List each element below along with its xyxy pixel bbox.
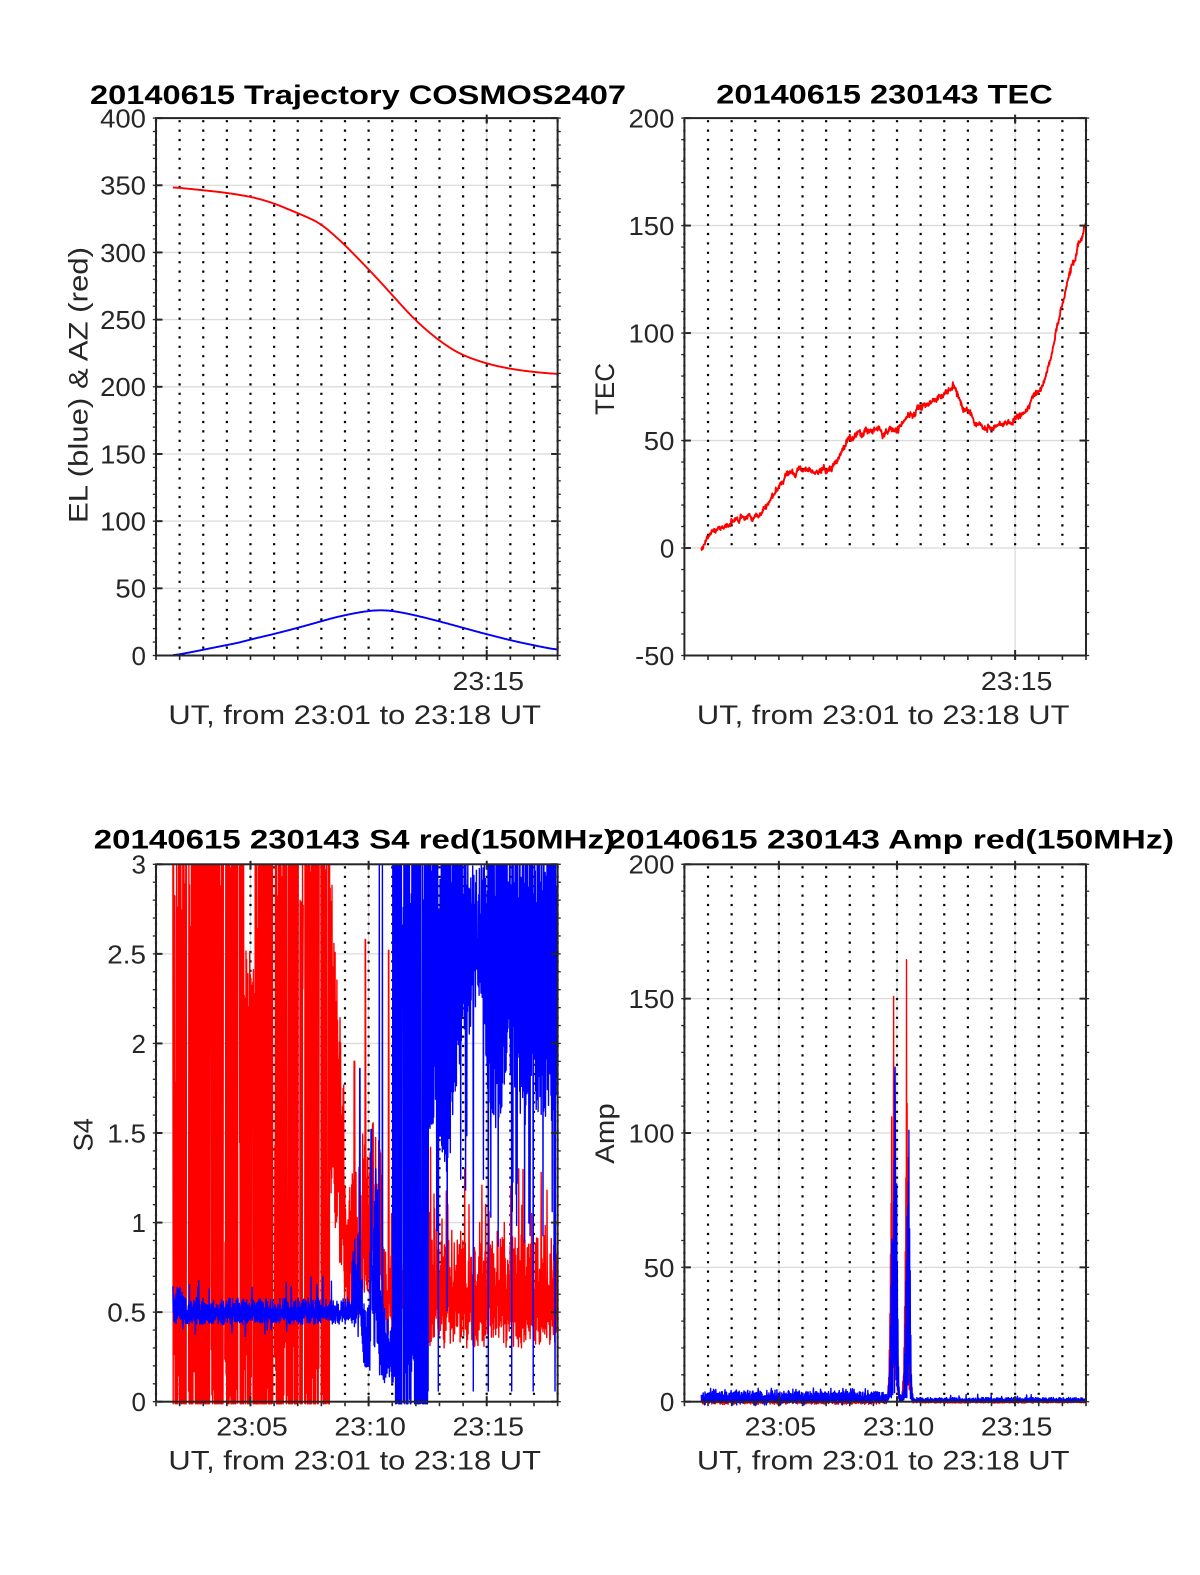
svg-text:400: 400 [100,104,146,134]
svg-text:100: 100 [100,507,146,537]
svg-text:20140615 230143 TEC: 20140615 230143 TEC [716,80,1052,110]
svg-text:23:10: 23:10 [334,1412,406,1442]
svg-text:UT, from 23:01 to 23:18 UT: UT, from 23:01 to 23:18 UT [697,700,1070,730]
svg-text:20140615 230143 Amp red(150MHz: 20140615 230143 Amp red(150MHz) [607,824,1174,854]
svg-text:20140615 230143 S4 red(150MHz): 20140615 230143 S4 red(150MHz) [94,824,615,854]
svg-text:150: 150 [100,439,146,469]
svg-text:100: 100 [629,1118,675,1148]
svg-text:0: 0 [660,1387,674,1417]
svg-text:23:15: 23:15 [981,1412,1053,1442]
svg-text:S4: S4 [69,1118,99,1152]
svg-text:0: 0 [132,641,146,671]
svg-text:23:05: 23:05 [745,1412,817,1442]
svg-text:2: 2 [132,1029,146,1059]
svg-text:50: 50 [115,574,146,604]
svg-text:EL (blue) & AZ (red): EL (blue) & AZ (red) [64,247,94,523]
svg-text:UT, from 23:01 to 23:18 UT: UT, from 23:01 to 23:18 UT [697,1446,1070,1476]
svg-text:300: 300 [100,238,146,268]
svg-text:0.5: 0.5 [107,1298,146,1328]
svg-text:200: 200 [100,372,146,402]
svg-text:Amp: Amp [590,1103,620,1164]
svg-text:250: 250 [100,305,146,335]
svg-text:1.5: 1.5 [107,1118,146,1148]
svg-text:20140615 Trajectory COSMOS2407: 20140615 Trajectory COSMOS2407 [90,80,626,110]
svg-text:350: 350 [100,171,146,201]
svg-text:0: 0 [660,533,674,563]
svg-text:23:05: 23:05 [216,1412,287,1442]
svg-text:150: 150 [629,984,675,1014]
svg-text:23:15: 23:15 [453,1412,525,1442]
svg-text:UT, from 23:01 to 23:18 UT: UT, from 23:01 to 23:18 UT [168,700,541,730]
svg-text:100: 100 [629,319,675,349]
svg-text:0: 0 [132,1387,146,1417]
svg-text:23:10: 23:10 [863,1412,935,1442]
svg-text:23:15: 23:15 [453,666,525,696]
svg-text:50: 50 [644,426,675,456]
svg-text:200: 200 [629,104,675,134]
svg-text:150: 150 [629,211,675,241]
svg-text:200: 200 [629,850,675,880]
svg-text:23:15: 23:15 [981,666,1053,696]
svg-text:1: 1 [132,1208,146,1238]
svg-text:-50: -50 [635,641,674,671]
svg-text:2.5: 2.5 [107,939,146,969]
svg-text:50: 50 [644,1253,675,1283]
svg-text:UT, from 23:01 to 23:18 UT: UT, from 23:01 to 23:18 UT [168,1446,541,1476]
svg-text:3: 3 [132,850,146,880]
svg-text:TEC: TEC [590,363,620,415]
